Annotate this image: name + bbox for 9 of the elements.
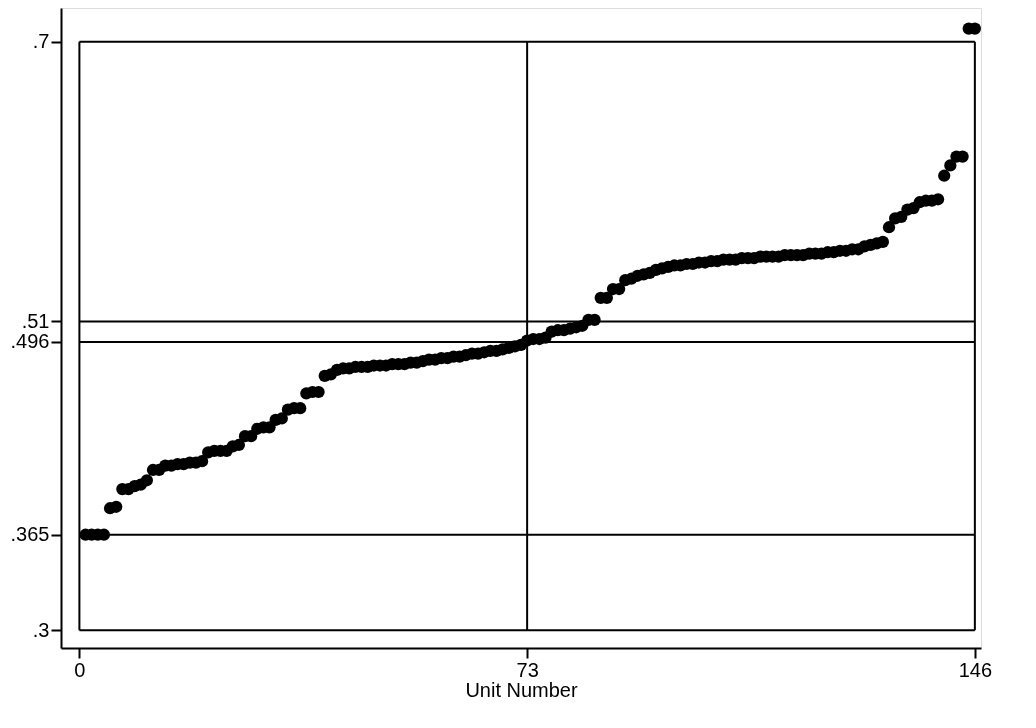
y-tick-label: .365 (10, 523, 50, 546)
x-tick-label: 0 (74, 658, 86, 681)
x-tick-label: 73 (516, 658, 539, 681)
x-tick-label: 146 (958, 658, 993, 681)
x-axis-title: Unit Number (465, 678, 578, 701)
y-tick-label: .7 (32, 30, 50, 53)
y-tick-label: .3 (32, 618, 50, 641)
y-tick-label: .51 (21, 309, 50, 332)
y-tick-label: .496 (10, 330, 50, 353)
